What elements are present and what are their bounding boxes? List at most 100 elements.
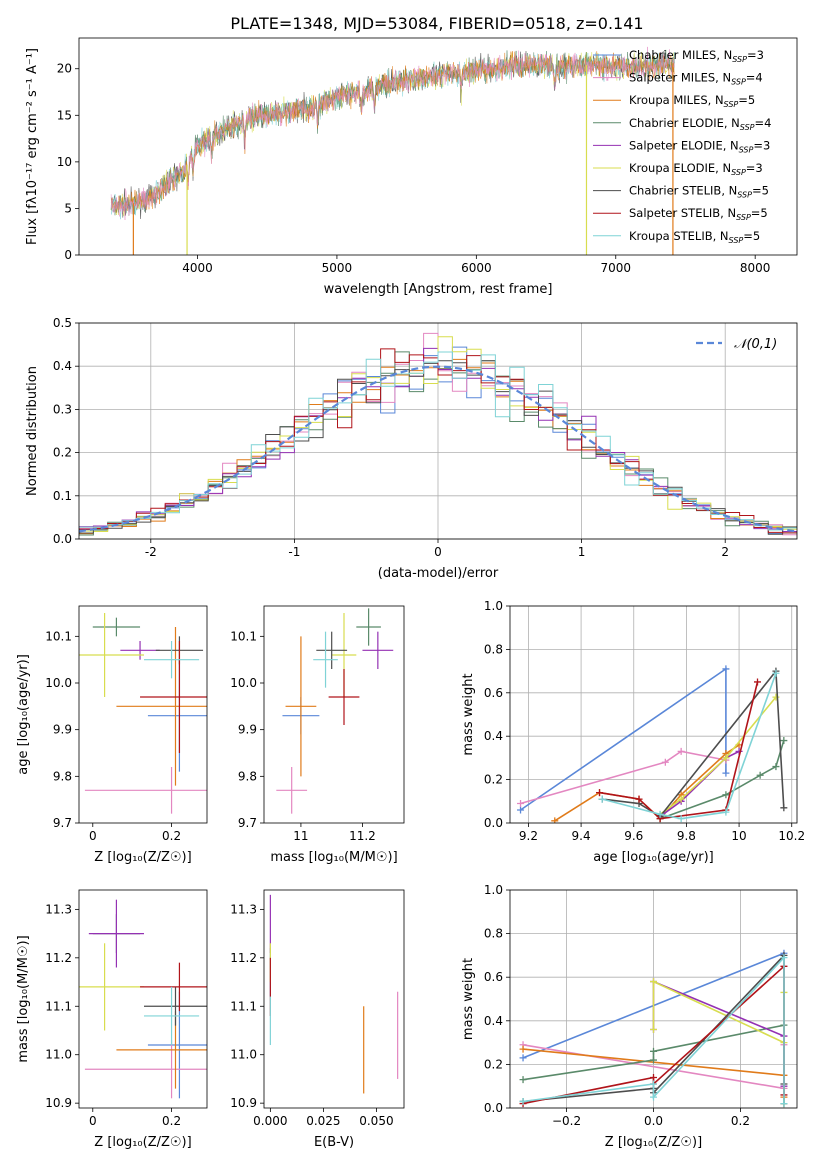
- x-tick-label: 0.050: [359, 1114, 393, 1128]
- weight-marker: [517, 799, 525, 807]
- weight-marker: [598, 795, 606, 803]
- x-axis-label: (data-model)/error: [378, 566, 499, 581]
- y-tick-label: 5: [64, 201, 72, 215]
- y-tick-label: 9.7: [238, 816, 257, 830]
- y-tick-label: 11.0: [45, 1048, 72, 1062]
- panel-mass_vs_EBV: 0.000 0.025 0.050 10.9 11.0 11.1 11.2 11.3 E(B-V…: [230, 889, 405, 1150]
- y-tick-label: 0.2: [53, 446, 72, 460]
- x-axis-label: age [log₁₀(age/yr)]: [593, 850, 714, 865]
- weight-marker: [596, 789, 604, 797]
- weight-marker: [650, 1073, 657, 1081]
- weight-marker: [551, 817, 559, 823]
- y-tick-label: 10.9: [45, 1096, 72, 1110]
- x-tick-label: 0.2: [162, 829, 181, 843]
- y-tick-label: 9.9: [53, 723, 72, 737]
- weight-marker: [650, 1047, 657, 1055]
- axes-frame: [78, 605, 208, 824]
- panel-mass_vs_Z: 0 0.2 10.9 11.0 11.1 11.2 11.3 Z [log₁₀(Z/Z☉)] m…: [16, 889, 208, 1150]
- figure-title: PLATE=1348, MJD=53084, FIBERID=0518, z=0…: [230, 14, 643, 33]
- x-tick-label: 9.4: [572, 829, 591, 843]
- legend-entry: Chabrier ELODIE, NSSP=4: [629, 116, 771, 132]
- x-tick-label: 0: [434, 545, 442, 559]
- x-tick-label: 0.2: [731, 1114, 750, 1128]
- x-tick-label: 10.2: [778, 829, 805, 843]
- y-tick-label: 20: [57, 62, 72, 76]
- x-tick-label: 9.2: [519, 829, 538, 843]
- x-tick-label: 9.8: [677, 829, 696, 843]
- y-tick-label: 11.2: [230, 951, 257, 965]
- weight-marker: [661, 758, 669, 766]
- y-axis-label: Flux [fλ10⁻¹⁷ erg cm⁻² s⁻¹ A⁻¹]: [25, 48, 40, 245]
- weight-marker: [650, 1093, 657, 1101]
- weight-marker: [754, 678, 762, 686]
- x-tick-label: 7000: [600, 261, 631, 275]
- x-tick-label: 9.6: [624, 829, 643, 843]
- x-tick-label: 2: [721, 545, 729, 559]
- panel-age_vs_Z: 0 0.2 9.7 9.8 9.9 10.0 10.1 Z [log₁₀(Z/Z☉)] age …: [16, 605, 208, 865]
- legend-entry: 𝒩(0,1): [734, 337, 777, 352]
- weight-marker: [677, 795, 685, 803]
- y-tick-label: 10.1: [45, 629, 72, 643]
- panel-weights_vs_age: 9.2 9.4 9.6 9.8 10 10.2 0.0 0.2 0.4 0.6 0.8 1.0 age …: [461, 599, 805, 865]
- y-tick-label: 10.1: [230, 629, 257, 643]
- y-tick-label: 10.0: [230, 676, 257, 690]
- y-tick-label: 0.0: [53, 532, 72, 546]
- y-tick-label: 10.0: [45, 676, 72, 690]
- y-tick-label: 0.8: [484, 642, 503, 656]
- weight-marker: [656, 810, 664, 818]
- weight-marker: [722, 754, 730, 762]
- weight-marker: [722, 791, 730, 799]
- x-tick-label: 0.2: [162, 1114, 181, 1128]
- x-tick-label: 6000: [461, 261, 492, 275]
- y-tick-label: 0.1: [53, 489, 72, 503]
- y-tick-label: 11.1: [45, 999, 72, 1013]
- y-tick-label: 0.2: [484, 1057, 503, 1071]
- plot-area-residuals: [79, 332, 797, 536]
- y-tick-label: 9.9: [238, 723, 257, 737]
- normal-curve: [79, 365, 797, 533]
- x-tick-label: -2: [145, 545, 157, 559]
- weight-line: [554, 744, 740, 822]
- panel-weights_vs_Z: −0.2 0.0 0.2 0.0 0.2 0.4 0.6 0.8 1.0 Z [log₁₀(Z/Z…: [461, 883, 798, 1150]
- weight-marker: [780, 804, 788, 812]
- x-tick-label: −0.2: [552, 1114, 581, 1128]
- plot-area-weights_vs_Z: [519, 949, 788, 1108]
- weight-marker: [780, 737, 788, 745]
- y-tick-label: 0.3: [53, 402, 72, 416]
- weight-line: [659, 696, 777, 815]
- y-tick-label: 11.3: [45, 902, 72, 916]
- plot-area-mass_vs_EBV: [269, 894, 399, 1094]
- y-tick-label: 9.7: [53, 816, 72, 830]
- y-tick-label: 0.5: [53, 316, 72, 330]
- legend-entry: Salpeter STELIB, NSSP=5: [629, 206, 768, 222]
- y-tick-label: 1.0: [484, 599, 503, 613]
- y-tick-label: 0.4: [484, 729, 503, 743]
- x-tick-label: -1: [288, 545, 300, 559]
- x-axis-label: E(B-V): [314, 1135, 354, 1150]
- spectrum-line: [110, 51, 675, 213]
- axes-frame: [263, 605, 405, 824]
- spectrum-line: [110, 46, 675, 221]
- y-tick-label: 9.8: [53, 769, 72, 783]
- y-tick-label: 11.2: [45, 951, 72, 965]
- x-tick-label: 11: [293, 829, 308, 843]
- x-tick-label: 5000: [322, 261, 353, 275]
- y-tick-label: 0.2: [484, 773, 503, 787]
- x-axis-label: Z [log₁₀(Z/Z☉)]: [94, 1135, 191, 1150]
- y-tick-label: 11.3: [230, 902, 257, 916]
- y-tick-label: 10: [57, 155, 72, 169]
- weight-marker: [635, 795, 643, 803]
- weight-marker: [677, 747, 685, 755]
- x-tick-label: 0.025: [306, 1114, 340, 1128]
- y-tick-label: 9.8: [238, 769, 257, 783]
- plot-area-weights_vs_age: [517, 665, 788, 823]
- legend-entry: Chabrier MILES, NSSP=3: [629, 48, 764, 64]
- axes-frame: [509, 889, 798, 1109]
- weight-line: [652, 980, 785, 1044]
- legend-entry: Kroupa MILES, NSSP=5: [629, 93, 755, 109]
- weight-marker: [650, 1026, 657, 1034]
- legend-entry: Chabrier STELIB, NSSP=5: [629, 184, 769, 200]
- weight-marker: [650, 978, 657, 986]
- y-tick-label: 0.6: [484, 686, 503, 700]
